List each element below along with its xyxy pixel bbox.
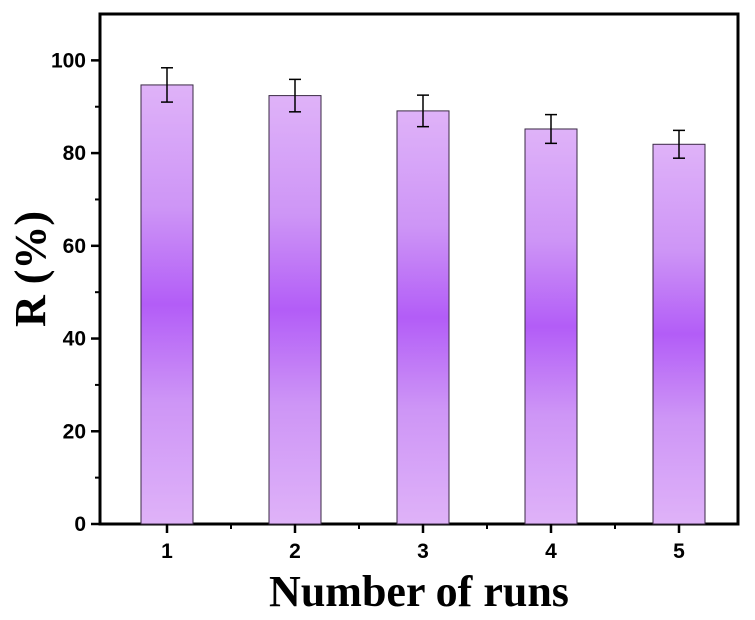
bar-fill <box>141 84 193 524</box>
y-tick-label: 20 <box>63 420 86 443</box>
error-bars-layer <box>161 67 685 159</box>
bar-highlight <box>397 110 449 525</box>
error-bar-4 <box>545 113 557 145</box>
y-tick-label: 0 <box>74 513 86 536</box>
error-bar-2 <box>289 78 301 113</box>
error-bar-3 <box>417 94 429 128</box>
x-tick-label: 3 <box>417 540 429 563</box>
bar-4 <box>524 128 578 525</box>
x-axis-title: Number of runs <box>269 567 569 616</box>
bar-highlight <box>269 95 321 524</box>
bar-highlight <box>141 84 193 524</box>
bar-fill <box>397 110 449 525</box>
y-axis-title: R (%) <box>6 211 55 327</box>
y-tick-label: 80 <box>63 142 86 165</box>
x-tick-label: 1 <box>161 540 173 563</box>
bar-2 <box>268 95 322 525</box>
bar-fill <box>653 144 705 525</box>
bar-highlight <box>653 144 705 525</box>
x-tick-label: 5 <box>673 540 685 563</box>
y-tick-label: 100 <box>51 49 86 72</box>
bar-fill <box>269 95 321 524</box>
error-bar-1 <box>161 67 173 103</box>
bar-3 <box>396 110 450 525</box>
y-axis-ticks: 0 20 40 60 80 100 <box>51 49 100 536</box>
bar-fill <box>525 128 577 524</box>
y-tick-label: 40 <box>63 328 86 351</box>
bar-5 <box>652 143 706 525</box>
bar-highlight <box>525 128 577 524</box>
y-tick-label: 60 <box>63 235 86 258</box>
x-tick-label: 4 <box>545 540 557 563</box>
x-tick-label: 2 <box>289 540 301 563</box>
bars-layer <box>140 84 706 525</box>
x-axis-ticks: 1 2 3 4 5 <box>161 524 685 563</box>
error-bar-5 <box>673 129 685 159</box>
bar-1 <box>140 84 194 525</box>
